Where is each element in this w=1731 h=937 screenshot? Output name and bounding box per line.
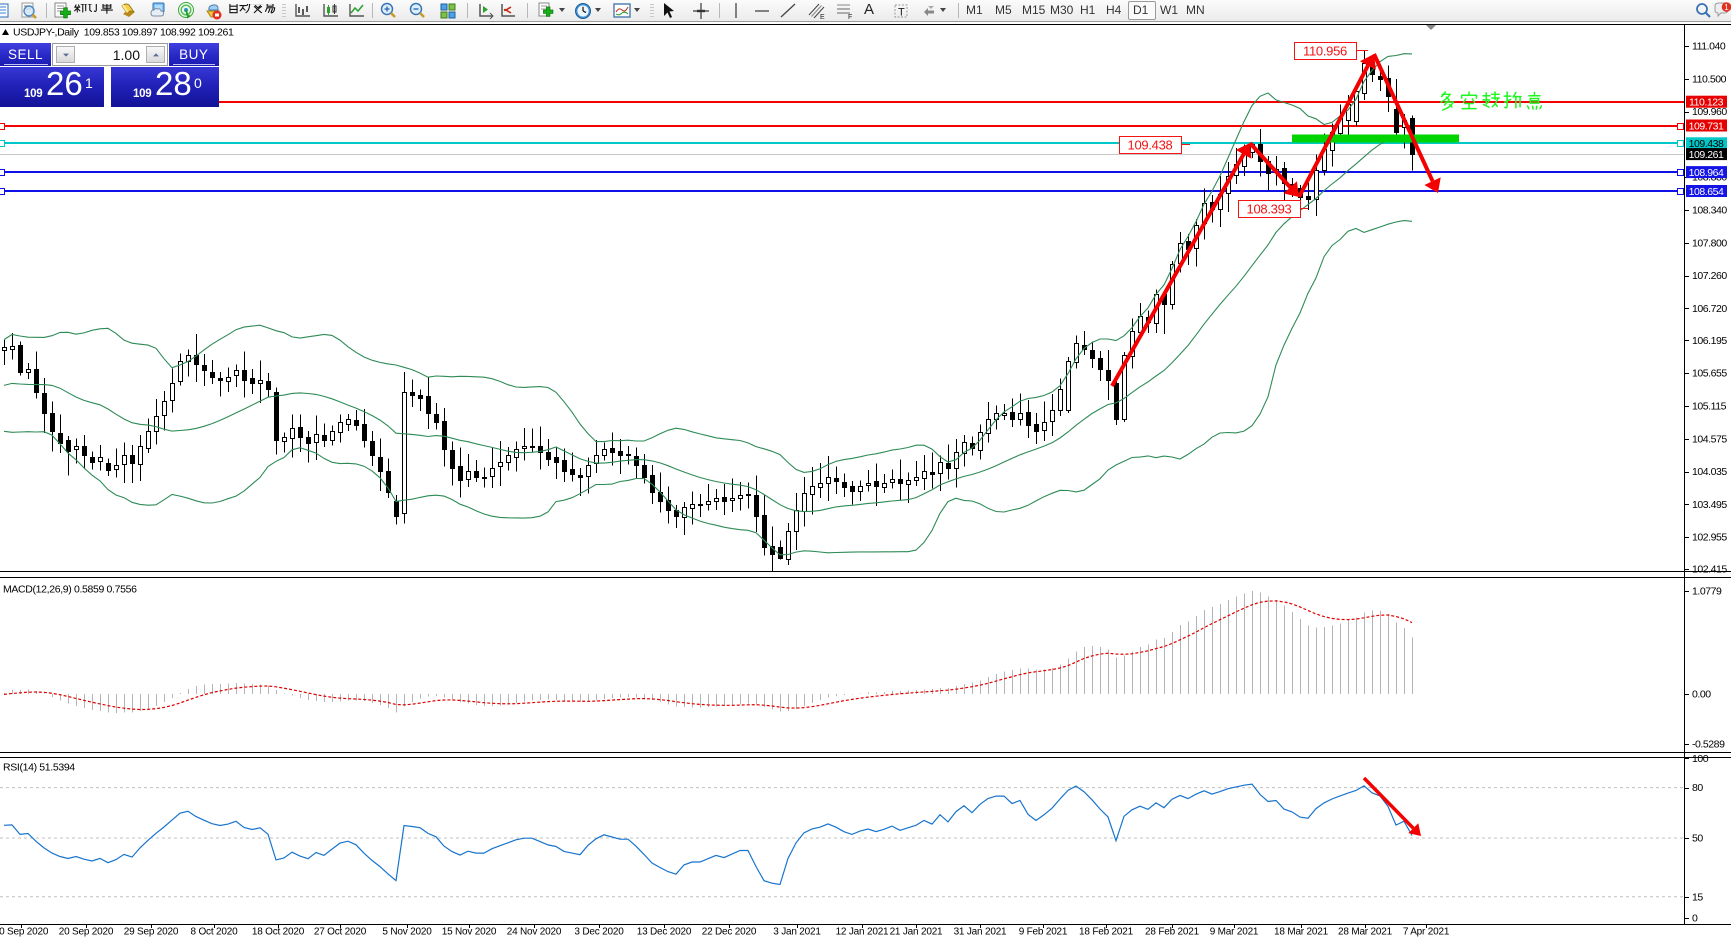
svg-text:15: 15 (1692, 891, 1703, 903)
svg-text:108.393: 108.393 (1247, 202, 1292, 217)
svg-text:109.261: 109.261 (1689, 149, 1724, 161)
svg-text:29 Sep 2020: 29 Sep 2020 (124, 927, 179, 937)
svg-text:109.731: 109.731 (1689, 120, 1724, 132)
svg-text:109.960: 109.960 (1692, 106, 1727, 118)
svg-text:105.115: 105.115 (1692, 401, 1727, 413)
svg-text:0: 0 (1692, 913, 1698, 925)
svg-text:107.260: 107.260 (1692, 270, 1727, 282)
svg-text:100: 100 (1692, 753, 1709, 765)
svg-text:102.415: 102.415 (1692, 564, 1727, 576)
svg-text:24 Nov 2020: 24 Nov 2020 (507, 927, 562, 937)
svg-text:RSI(14) 51.5394: RSI(14) 51.5394 (3, 762, 75, 774)
svg-text:9 Feb 2021: 9 Feb 2021 (1019, 927, 1068, 937)
svg-text:102.955: 102.955 (1692, 532, 1727, 544)
svg-text:21 Jan 2021: 21 Jan 2021 (890, 927, 943, 937)
svg-text:3 Jan 2021: 3 Jan 2021 (773, 927, 821, 937)
svg-text:-0.5289: -0.5289 (1692, 739, 1725, 751)
svg-text:7 Apr 2021: 7 Apr 2021 (1403, 927, 1450, 937)
svg-text:18 Oct 2020: 18 Oct 2020 (252, 927, 305, 937)
svg-text:105.655: 105.655 (1692, 368, 1727, 380)
svg-text:8 Oct 2020: 8 Oct 2020 (191, 927, 239, 937)
svg-text:109.438: 109.438 (1128, 138, 1173, 153)
svg-text:USDJPY-,Daily 109.853 109.897: USDJPY-,Daily 109.853 109.897 108.992 10… (13, 27, 234, 39)
svg-text:MACD(12,26,9) 0.5859 0.7556: MACD(12,26,9) 0.5859 0.7556 (3, 584, 137, 596)
svg-text:18 Mar 2021: 18 Mar 2021 (1274, 927, 1329, 937)
svg-text:T: T (898, 7, 905, 19)
svg-text:28 Mar 2021: 28 Mar 2021 (1338, 927, 1393, 937)
svg-text:111.040: 111.040 (1692, 41, 1726, 53)
svg-text:31 Jan 2021: 31 Jan 2021 (954, 927, 1007, 937)
svg-text:104.035: 104.035 (1692, 466, 1727, 478)
svg-text:104.575: 104.575 (1692, 433, 1727, 445)
svg-text:108.964: 108.964 (1689, 167, 1724, 179)
svg-text:108.340: 108.340 (1692, 205, 1727, 217)
svg-text:1.0779: 1.0779 (1692, 586, 1722, 598)
svg-text:106.195: 106.195 (1692, 335, 1727, 347)
svg-text:F: F (848, 14, 852, 20)
svg-text:109.438: 109.438 (1689, 138, 1724, 150)
svg-text:80: 80 (1692, 782, 1703, 794)
svg-text:15 Nov 2020: 15 Nov 2020 (442, 927, 497, 937)
svg-text:E: E (820, 14, 825, 20)
svg-text:5 Nov 2020: 5 Nov 2020 (382, 927, 432, 937)
svg-text:22 Dec 2020: 22 Dec 2020 (702, 927, 757, 937)
svg-text:28 Feb 2021: 28 Feb 2021 (1145, 927, 1200, 937)
svg-text:3 Dec 2020: 3 Dec 2020 (574, 927, 624, 937)
svg-text:1: 1 (1724, 3, 1729, 12)
svg-text:13 Dec 2020: 13 Dec 2020 (637, 927, 692, 937)
svg-text:10 Sep 2020: 10 Sep 2020 (0, 927, 49, 937)
svg-text:106.720: 106.720 (1692, 303, 1727, 315)
svg-text:12 Jan 2021: 12 Jan 2021 (836, 927, 889, 937)
svg-text:9 Mar 2021: 9 Mar 2021 (1210, 927, 1259, 937)
svg-text:0.00: 0.00 (1692, 689, 1711, 701)
svg-text:110.500: 110.500 (1692, 73, 1727, 85)
svg-text:110.956: 110.956 (1303, 44, 1347, 59)
svg-text:108.654: 108.654 (1689, 186, 1724, 198)
svg-text:103.495: 103.495 (1692, 499, 1727, 511)
svg-text:50: 50 (1692, 833, 1703, 845)
svg-text:110.123: 110.123 (1689, 97, 1724, 109)
svg-text:20 Sep 2020: 20 Sep 2020 (59, 927, 114, 937)
svg-text:107.800: 107.800 (1692, 237, 1727, 249)
svg-text:18 Feb 2021: 18 Feb 2021 (1079, 927, 1134, 937)
svg-text:27 Oct 2020: 27 Oct 2020 (314, 927, 367, 937)
